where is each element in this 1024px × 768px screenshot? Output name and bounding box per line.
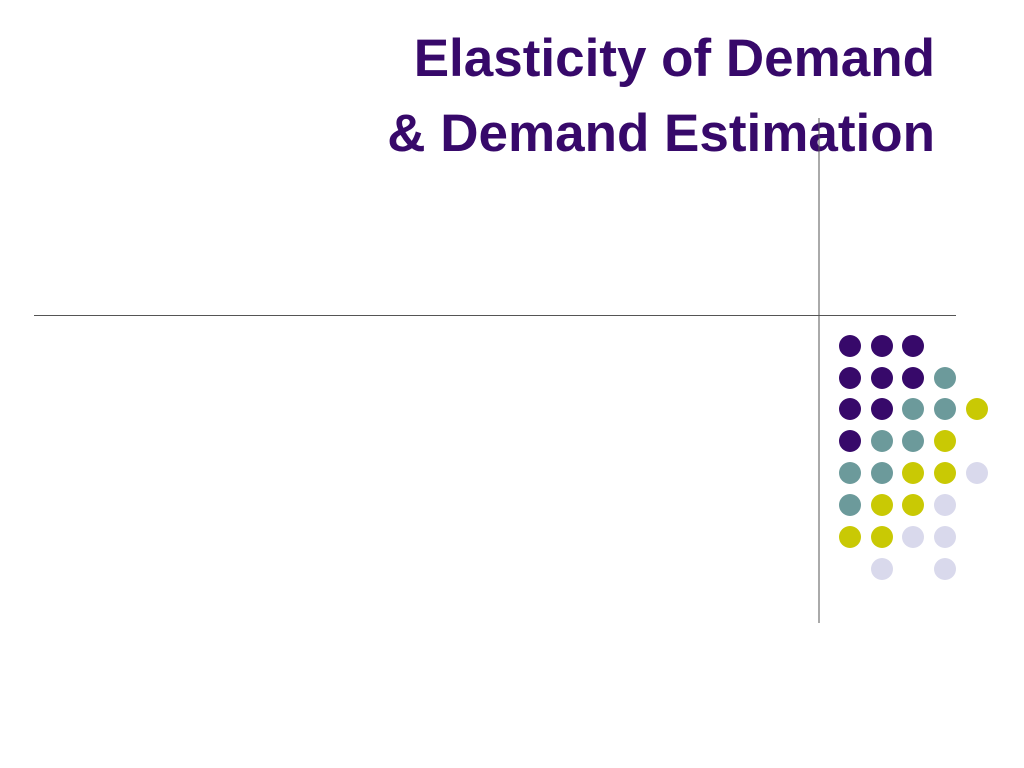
- dot: [934, 558, 956, 580]
- dot: [902, 367, 924, 389]
- dot: [902, 430, 924, 452]
- dot: [871, 430, 893, 452]
- title-line: & Demand Estimation: [387, 104, 935, 163]
- dot: [902, 494, 924, 516]
- dot: [934, 462, 956, 484]
- dot: [934, 367, 956, 389]
- dot: [839, 335, 861, 357]
- dot: [871, 367, 893, 389]
- dot: [839, 398, 861, 420]
- dot: [839, 462, 861, 484]
- dot: [934, 526, 956, 548]
- dot: [871, 526, 893, 548]
- dot: [902, 526, 924, 548]
- dot: [839, 430, 861, 452]
- dot: [934, 494, 956, 516]
- dot: [871, 398, 893, 420]
- dot: [934, 430, 956, 452]
- dot: [871, 494, 893, 516]
- title-line: Elasticity of Demand: [414, 29, 935, 88]
- dot-grid: [839, 335, 988, 580]
- dot: [839, 367, 861, 389]
- dot: [839, 494, 861, 516]
- dot: [871, 558, 893, 580]
- dot: [839, 526, 861, 548]
- dot: [934, 398, 956, 420]
- dot: [902, 462, 924, 484]
- dot: [966, 462, 988, 484]
- dot: [871, 335, 893, 357]
- dot: [902, 398, 924, 420]
- dot: [902, 335, 924, 357]
- dot: [966, 398, 988, 420]
- dot: [871, 462, 893, 484]
